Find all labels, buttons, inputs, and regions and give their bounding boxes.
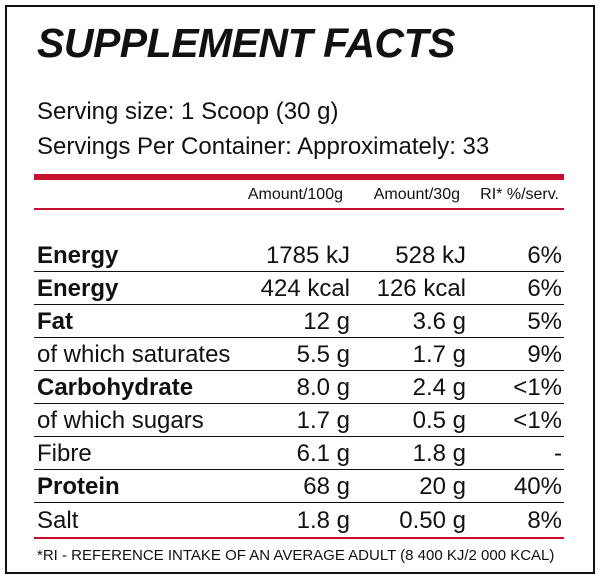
nutrient-name: Energy (37, 275, 119, 302)
ri-percent: - (554, 440, 562, 467)
ri-percent: 9% (527, 341, 562, 368)
supplement-facts-panel: SUPPLEMENT FACTS Serving size: 1 Scoop (… (5, 5, 595, 574)
amount-per-100g: 68 g (303, 473, 350, 500)
table-row: Salt 1.8 g 0.50 g 8% (34, 503, 564, 536)
column-header-per-100g: Amount/100g (247, 186, 343, 203)
nutrient-name: Fat (37, 308, 73, 335)
thick-divider (34, 174, 564, 180)
amount-per-100g: 1.8 g (296, 507, 350, 534)
amount-per-100g: 1.7 g (296, 407, 350, 434)
nutrient-name: Salt (37, 507, 79, 534)
amount-per-serving: 0.50 g (399, 507, 466, 534)
nutrient-name: Protein (37, 473, 120, 500)
table-row: of which saturates 5.5 g 1.7 g 9% (34, 338, 564, 371)
ri-percent: 40% (513, 473, 562, 500)
panel-title: SUPPLEMENT FACTS (37, 20, 455, 66)
table-row: Energy 424 kcal 126 kcal 6% (34, 272, 564, 305)
amount-per-100g: 1785 kJ (265, 242, 350, 269)
amount-per-100g: 6.1 g (296, 440, 350, 467)
amount-per-100g: 12 g (303, 308, 350, 335)
ri-percent: <1% (513, 407, 562, 434)
table-row: Protein 68 g 20 g 40% (34, 470, 564, 503)
amount-per-100g: 8.0 g (296, 374, 350, 401)
amount-per-serving: 1.8 g (412, 440, 466, 467)
table-row: of which sugars 1.7 g 0.5 g <1% (34, 404, 564, 437)
table-row: Fibre 6.1 g 1.8 g - (34, 437, 564, 470)
amount-per-serving: 2.4 g (412, 374, 466, 401)
amount-per-serving: 20 g (419, 473, 466, 500)
amount-per-serving: 0.5 g (412, 407, 466, 434)
amount-per-100g: 5.5 g (296, 341, 350, 368)
nutrient-name: Energy (37, 242, 119, 269)
table-row: Fat 12 g 3.6 g 5% (34, 305, 564, 338)
ri-percent: 6% (527, 242, 562, 269)
ri-percent: <1% (513, 374, 562, 401)
amount-per-serving: 3.6 g (412, 308, 466, 335)
ri-percent: 6% (527, 275, 562, 302)
nutrient-name: of which saturates (37, 341, 231, 368)
table-row: Carbohydrate 8.0 g 2.4 g <1% (34, 371, 564, 404)
nutrient-name: Carbohydrate (37, 374, 194, 401)
table-row: Energy 1785 kJ 528 kJ 6% (34, 239, 564, 272)
serving-size: Serving size: 1 Scoop (30 g) (37, 98, 339, 125)
column-header-per-serving: Amount/30g (373, 186, 460, 203)
header-divider (34, 208, 564, 210)
footnote: *RI - REFERENCE INTAKE OF AN AVERAGE ADU… (37, 547, 555, 564)
nutrient-name: Fibre (37, 440, 92, 467)
amount-per-serving: 528 kJ (395, 242, 466, 269)
servings-per-container: Servings Per Container: Approximately: 3… (37, 133, 490, 160)
amount-per-100g: 424 kcal (260, 275, 350, 302)
amount-per-serving: 126 kcal (376, 275, 466, 302)
footer-divider (34, 537, 564, 539)
ri-percent: 5% (527, 308, 562, 335)
column-header-ri: RI* %/serv. (480, 186, 559, 203)
nutrient-name: of which sugars (37, 407, 204, 434)
ri-percent: 8% (527, 507, 562, 534)
amount-per-serving: 1.7 g (412, 341, 466, 368)
